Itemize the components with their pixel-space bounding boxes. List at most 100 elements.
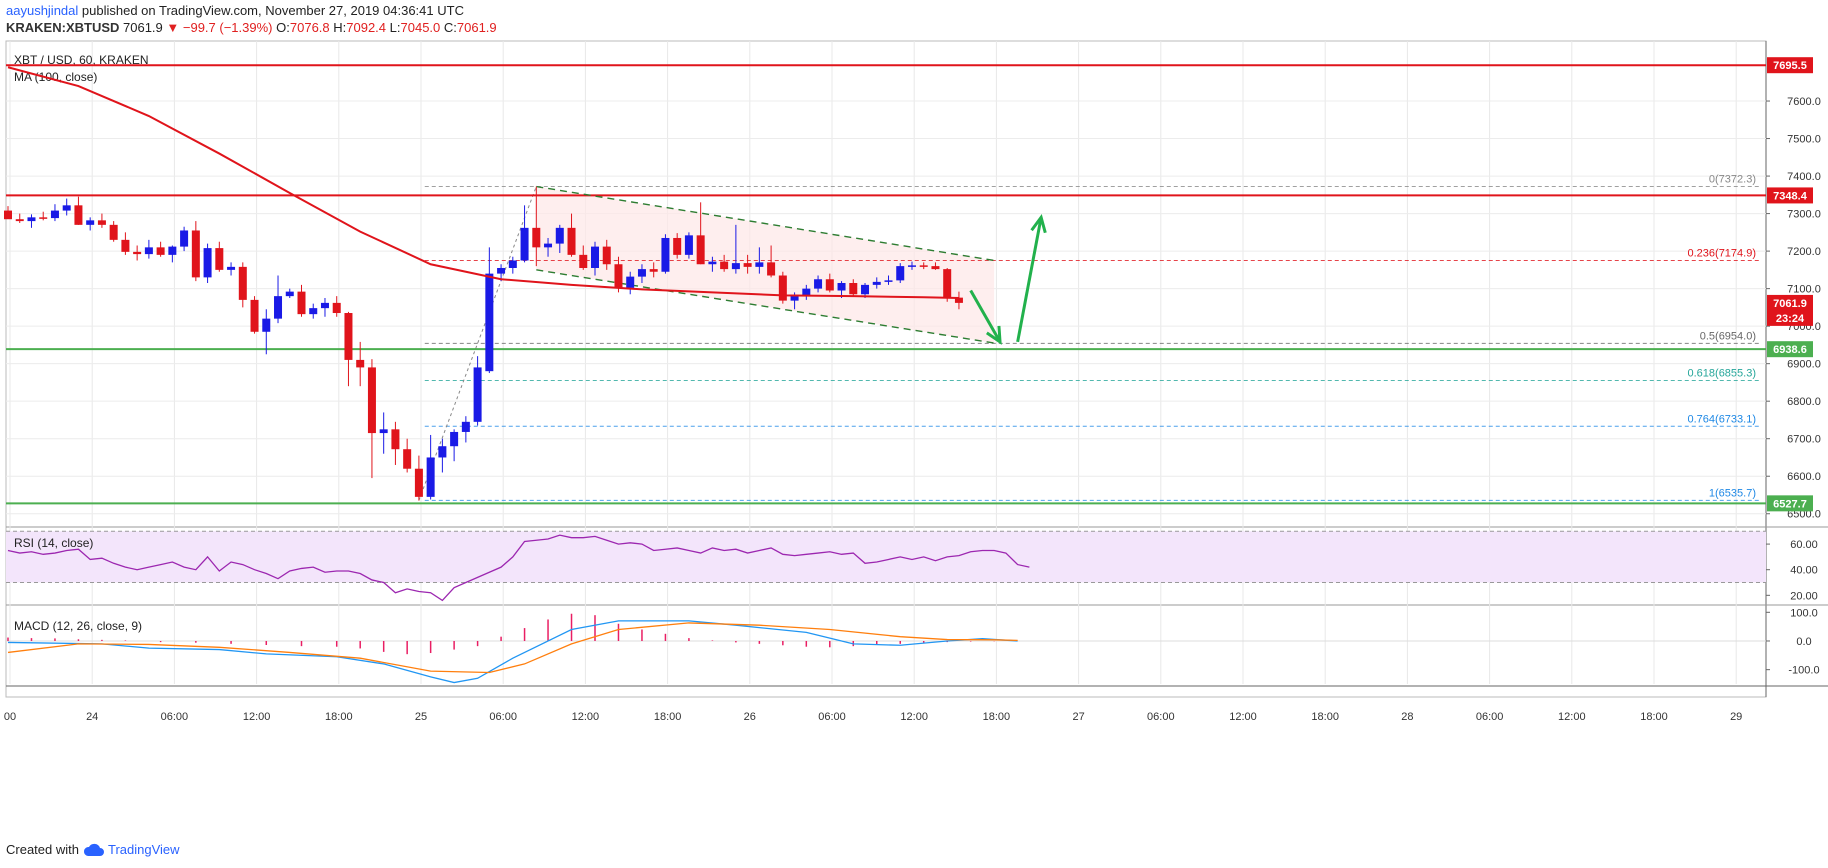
rsi-title: RSI (14, close)	[14, 536, 93, 550]
candle-body	[203, 248, 212, 278]
y-tick-label: 7400.0	[1787, 171, 1821, 183]
cloud-icon	[83, 843, 104, 856]
x-tick-label: 12:00	[1558, 711, 1586, 723]
chart-frame	[5, 40, 1767, 698]
arrow-head	[985, 325, 1002, 345]
x-tick-label: 06:00	[489, 711, 517, 723]
price-label-box	[1767, 341, 1813, 358]
x-tick-label: 18:00	[654, 711, 682, 723]
candle-body	[696, 235, 705, 265]
candle-body	[97, 220, 106, 225]
fib-label: 0.618(6855.3)	[1688, 367, 1757, 379]
rsi-line	[7, 534, 1030, 602]
x-tick-label: 29	[1730, 711, 1742, 723]
candle-body	[532, 227, 541, 248]
candle-body	[238, 266, 247, 300]
price-label-box	[1767, 294, 1813, 311]
x-tick-label: 06:00	[818, 711, 846, 723]
x-tick-label: 18:00	[983, 711, 1011, 723]
high-value: 7092.4	[346, 20, 387, 35]
candle-body	[133, 251, 142, 255]
signal-line	[7, 622, 1018, 674]
candle-body	[215, 248, 224, 270]
price-label: 7061.9	[1773, 298, 1807, 310]
publish-info: aayushjindal published on TradingView.co…	[6, 3, 464, 18]
candle-body	[320, 302, 329, 309]
x-tick-label: 00	[4, 711, 16, 723]
candle-body	[227, 266, 236, 270]
candle-body	[931, 266, 940, 270]
candle-body	[262, 318, 271, 332]
x-tick-label: 06:00	[1147, 711, 1175, 723]
trend-arrow	[1016, 217, 1043, 343]
candle-body	[39, 217, 48, 219]
candle-body	[62, 205, 71, 211]
fib-label: 0.5(6954.0)	[1700, 330, 1756, 342]
candle-body	[168, 246, 177, 255]
close-value: 7061.9	[456, 20, 497, 35]
high-label: H:	[333, 20, 347, 35]
fib-label: 1(6535.7)	[1709, 487, 1756, 499]
candle-body	[896, 266, 905, 281]
candle-body	[461, 421, 470, 432]
symbol-info: KRAKEN:XBTUSD 7061.9 ▼ −99.7 (−1.39%) O:…	[6, 20, 497, 35]
candle-body	[943, 269, 952, 298]
candle-body	[379, 429, 388, 434]
candle-body	[767, 262, 776, 276]
price-label: 7695.5	[1773, 60, 1807, 72]
tradingview-brand[interactable]: TradingView	[83, 842, 180, 857]
candle-body	[121, 239, 130, 252]
x-tick-label: 12:00	[900, 711, 928, 723]
fib-label: 0.764(6733.1)	[1688, 413, 1757, 425]
price-label: 23:24	[1776, 313, 1805, 325]
candle-body	[861, 284, 870, 295]
candle-body	[802, 288, 811, 296]
candle-body	[450, 431, 459, 447]
y-tick-label: 6700.0	[1787, 434, 1821, 446]
candle-body	[708, 261, 717, 265]
x-tick-label: 24	[86, 711, 98, 723]
author-link[interactable]: aayushjindal	[6, 3, 79, 18]
x-tick-label: 06:00	[161, 711, 189, 723]
close-label: C:	[443, 20, 457, 35]
candle-body	[720, 261, 729, 270]
trend-arrow	[969, 289, 1002, 343]
candle-body	[602, 246, 611, 265]
candle-body	[156, 247, 165, 255]
price-change: ▼ −99.7 (−1.39%)	[166, 20, 273, 35]
rsi-band	[6, 531, 1766, 583]
candle-body	[297, 291, 306, 315]
candle-body	[544, 243, 553, 248]
last-price: 7061.9	[123, 20, 163, 35]
fib-label: 0.236(7174.9)	[1688, 248, 1757, 260]
x-tick-label: 18:00	[1640, 711, 1668, 723]
y-tick-label: 7600.0	[1787, 96, 1821, 108]
candle-body	[684, 235, 693, 255]
candle-body	[15, 219, 24, 222]
macd-tick-label: -100.0	[1788, 665, 1819, 677]
macd-line	[7, 620, 1018, 684]
x-tick-label: 06:00	[1476, 711, 1504, 723]
candle-body	[649, 269, 658, 272]
candle-body	[250, 299, 259, 332]
rsi-tick-label: 20.00	[1790, 590, 1818, 602]
candle-body	[426, 457, 435, 497]
candle-body	[954, 297, 963, 303]
candle-body	[849, 283, 858, 295]
rsi-tick-label: 40.00	[1790, 565, 1818, 577]
candle-body	[4, 210, 12, 220]
price-label: 6527.7	[1773, 498, 1807, 510]
brand-label: TradingView	[107, 842, 180, 857]
price-label-box	[1767, 309, 1813, 326]
candle-body	[837, 283, 846, 291]
published-text: published on TradingView.com, November 2…	[81, 3, 464, 18]
candle-body	[285, 291, 294, 297]
symbol: KRAKEN:XBTUSD	[6, 20, 120, 35]
candle-body	[27, 217, 36, 222]
x-tick-label: 18:00	[325, 711, 353, 723]
candle-body	[50, 210, 59, 219]
price-label-box	[1767, 57, 1813, 74]
rsi-tick-label: 60.00	[1790, 539, 1818, 551]
y-tick-label: 7200.0	[1787, 246, 1821, 258]
